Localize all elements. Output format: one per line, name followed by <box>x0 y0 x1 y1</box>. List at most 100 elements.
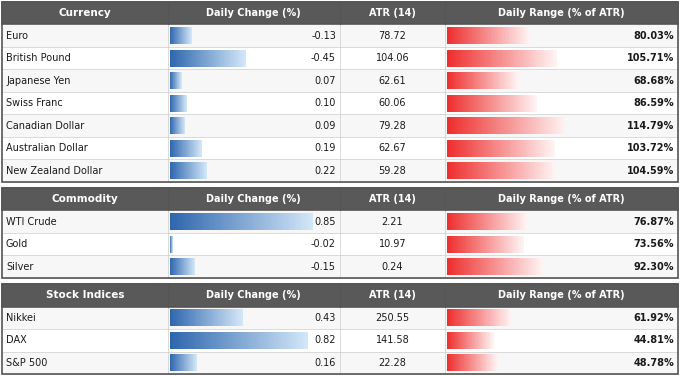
Bar <box>463 72 465 89</box>
Bar <box>493 258 495 275</box>
Bar <box>218 213 220 230</box>
Bar <box>483 117 485 134</box>
Bar <box>453 236 455 253</box>
Bar <box>193 354 194 371</box>
Bar <box>509 309 511 326</box>
Bar <box>183 162 184 179</box>
Text: 141.58: 141.58 <box>375 335 409 345</box>
Bar <box>447 354 448 371</box>
Bar <box>482 354 483 371</box>
Bar <box>185 162 186 179</box>
Bar <box>450 309 452 326</box>
Bar <box>511 213 513 230</box>
Bar <box>191 27 192 44</box>
Bar <box>466 213 469 230</box>
Bar <box>177 72 178 89</box>
Bar <box>503 27 505 44</box>
Bar <box>230 309 232 326</box>
Bar <box>477 72 479 89</box>
Bar <box>462 117 465 134</box>
Bar <box>454 162 456 179</box>
Bar <box>464 117 467 134</box>
Bar <box>523 95 525 112</box>
Bar <box>246 213 249 230</box>
Bar <box>468 258 470 275</box>
Bar <box>450 332 451 349</box>
Bar <box>241 50 243 67</box>
Bar <box>209 309 211 326</box>
Text: 92.30%: 92.30% <box>634 262 674 272</box>
Bar <box>173 139 174 157</box>
Bar <box>182 95 183 112</box>
Bar <box>183 95 184 112</box>
Bar <box>172 354 173 371</box>
Bar <box>488 332 489 349</box>
Bar <box>493 72 495 89</box>
Bar <box>459 332 460 349</box>
Bar <box>258 213 260 230</box>
Bar <box>489 354 490 371</box>
Text: Commodity: Commodity <box>52 194 118 204</box>
Bar <box>525 213 527 230</box>
Bar <box>477 117 479 134</box>
Bar <box>549 139 551 157</box>
Bar <box>483 354 484 371</box>
Bar <box>190 258 191 275</box>
Bar <box>243 213 246 230</box>
Bar <box>180 72 181 89</box>
Bar <box>452 258 454 275</box>
Bar <box>251 213 254 230</box>
Bar <box>174 332 177 349</box>
Bar <box>513 213 515 230</box>
Bar <box>178 95 179 112</box>
Bar <box>500 50 502 67</box>
Bar <box>241 213 244 230</box>
Bar <box>211 332 214 349</box>
Bar <box>494 50 496 67</box>
Bar <box>508 95 510 112</box>
Bar <box>190 50 192 67</box>
Bar <box>448 258 450 275</box>
Bar <box>520 27 522 44</box>
Bar <box>480 258 482 275</box>
Bar <box>505 236 507 253</box>
Bar <box>463 95 465 112</box>
Bar <box>180 354 182 371</box>
Bar <box>170 117 171 134</box>
Bar <box>212 309 214 326</box>
Bar <box>478 309 479 326</box>
Bar <box>481 27 483 44</box>
Bar <box>458 236 460 253</box>
Bar <box>456 309 457 326</box>
Bar <box>545 50 548 67</box>
Bar <box>513 72 515 89</box>
Bar <box>184 162 185 179</box>
Bar <box>229 50 231 67</box>
Bar <box>509 236 511 253</box>
Text: Gold: Gold <box>6 239 29 249</box>
Bar <box>450 139 453 157</box>
Bar <box>485 162 487 179</box>
Bar <box>188 50 190 67</box>
Bar <box>495 236 497 253</box>
Bar <box>477 27 479 44</box>
Bar <box>182 50 184 67</box>
Bar <box>505 50 507 67</box>
Bar <box>185 354 186 371</box>
Text: 79.28: 79.28 <box>379 121 406 130</box>
Bar <box>465 50 467 67</box>
Text: Daily Change (%): Daily Change (%) <box>207 194 301 204</box>
Bar <box>479 117 481 134</box>
Bar <box>170 354 171 371</box>
Bar <box>178 117 180 134</box>
Bar <box>491 72 492 89</box>
Bar <box>2 329 678 352</box>
Bar <box>294 332 296 349</box>
Text: British Pound: British Pound <box>6 53 71 63</box>
Bar <box>2 233 678 255</box>
Bar <box>512 213 513 230</box>
Bar <box>512 27 513 44</box>
Bar <box>217 309 218 326</box>
Bar <box>458 332 460 349</box>
Bar <box>183 162 184 179</box>
